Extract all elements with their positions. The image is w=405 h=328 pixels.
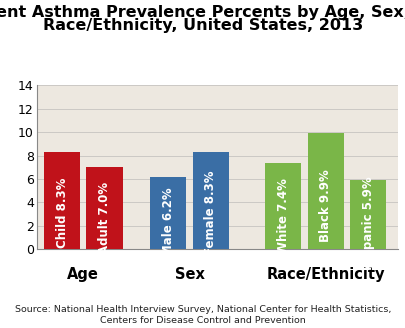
Bar xyxy=(307,133,343,249)
Bar xyxy=(86,167,122,249)
Text: Race/Ethnicity, United States, 2013: Race/Ethnicity, United States, 2013 xyxy=(43,18,362,33)
Text: White 7.4%: White 7.4% xyxy=(276,178,289,254)
Text: Hispanic 5.9%: Hispanic 5.9% xyxy=(361,176,374,270)
Text: Current Asthma Prevalence Percents by Age, Sex, and: Current Asthma Prevalence Percents by Ag… xyxy=(0,5,405,20)
Text: Female 8.3%: Female 8.3% xyxy=(204,170,217,255)
Text: Male 6.2%: Male 6.2% xyxy=(162,187,175,256)
Text: Age: Age xyxy=(67,267,99,282)
Bar xyxy=(349,180,385,249)
Text: Sex: Sex xyxy=(174,267,204,282)
Text: Child 8.3%: Child 8.3% xyxy=(55,177,68,248)
Bar xyxy=(150,177,186,249)
Text: Black 9.9%: Black 9.9% xyxy=(318,169,331,242)
Bar xyxy=(44,152,80,249)
Bar xyxy=(264,163,301,249)
Bar xyxy=(192,152,228,249)
Text: Race/Ethnicity: Race/Ethnicity xyxy=(266,267,384,282)
Text: Adult 7.0%: Adult 7.0% xyxy=(98,182,111,254)
Text: Source: National Health Interview Survey, National Center for Health Statistics,: Source: National Health Interview Survey… xyxy=(15,305,390,325)
